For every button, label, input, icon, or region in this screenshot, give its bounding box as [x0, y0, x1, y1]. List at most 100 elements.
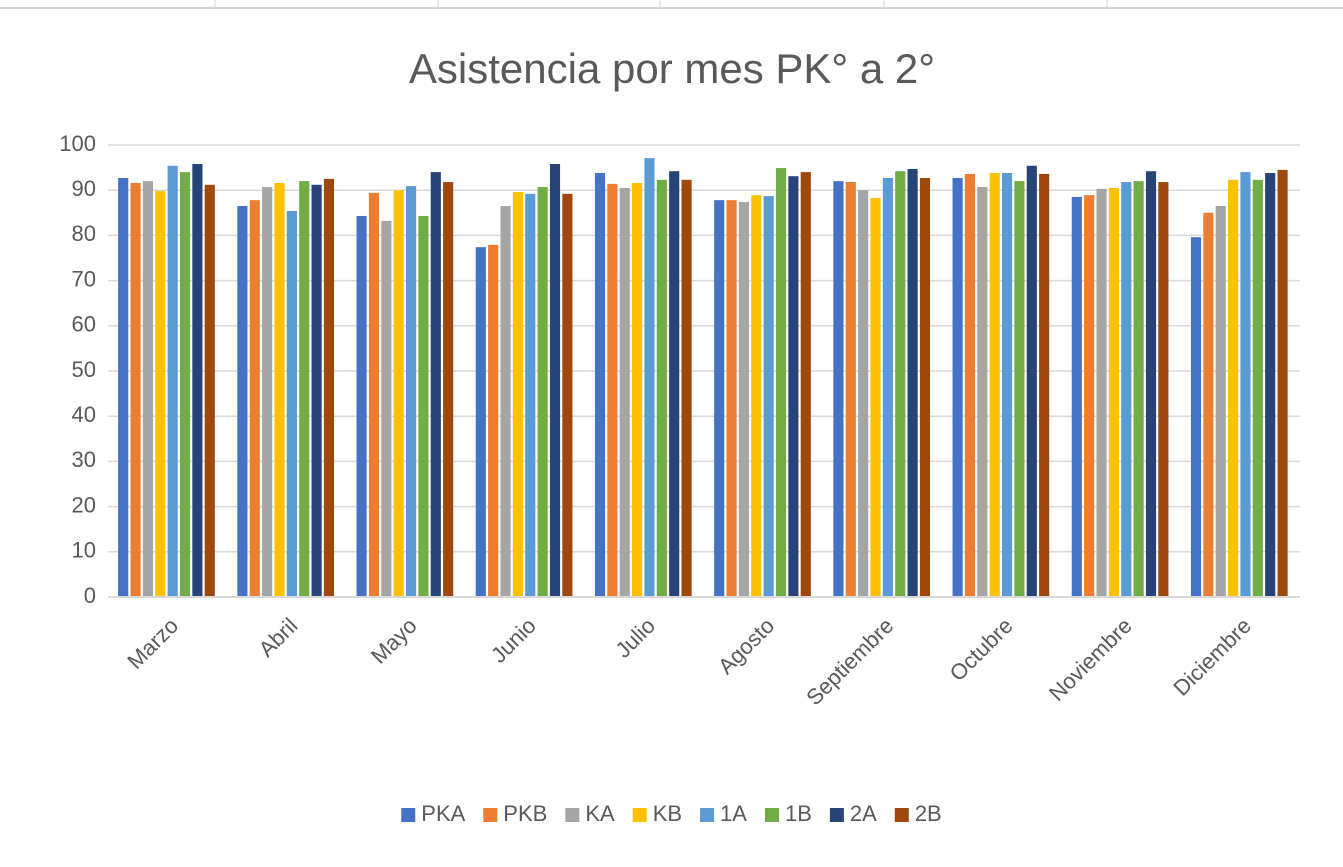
bar	[249, 200, 260, 598]
y-tick-label: 100	[59, 131, 96, 156]
bar	[681, 179, 692, 597]
bar	[644, 158, 655, 597]
bar	[845, 182, 856, 597]
bar	[1265, 173, 1276, 598]
bar	[870, 197, 881, 597]
bar	[989, 173, 1000, 598]
bar	[619, 187, 630, 597]
bar	[907, 168, 918, 597]
bar	[800, 172, 811, 597]
bar	[1071, 196, 1082, 598]
bar	[1121, 182, 1132, 597]
bar	[1014, 181, 1025, 597]
bar	[443, 182, 454, 597]
bar	[167, 165, 178, 598]
bar	[656, 179, 667, 597]
legend-swatch	[764, 808, 779, 822]
y-tick-label: 60	[72, 312, 96, 337]
bar	[155, 191, 166, 597]
y-tick-label: 80	[72, 221, 96, 246]
legend-label: KB	[653, 801, 682, 826]
legend-label: PKB	[503, 801, 547, 826]
bar	[1108, 187, 1119, 597]
bar	[179, 172, 191, 597]
bar	[488, 244, 499, 597]
bar	[763, 196, 774, 598]
bar	[607, 183, 618, 597]
bar	[286, 210, 297, 597]
legend-swatch	[894, 808, 909, 822]
bar	[1228, 179, 1239, 597]
bar	[1084, 195, 1095, 597]
bar	[1190, 237, 1202, 597]
bar	[356, 215, 367, 598]
legend-label: PKA	[421, 801, 465, 826]
bar	[1133, 181, 1144, 597]
bar	[393, 190, 404, 597]
bar	[237, 206, 248, 597]
bar	[525, 193, 536, 598]
bar	[475, 247, 486, 598]
bar	[977, 187, 988, 597]
bar	[512, 192, 523, 597]
y-tick-label: 40	[72, 402, 96, 427]
bar	[262, 187, 273, 597]
bar	[323, 178, 335, 597]
bar	[192, 163, 203, 597]
legend-swatch	[483, 808, 498, 822]
bar	[919, 177, 931, 597]
bar	[775, 168, 787, 597]
bar	[1240, 172, 1251, 597]
bar	[1203, 212, 1214, 598]
bar	[833, 181, 844, 597]
y-tick-label: 20	[72, 492, 96, 517]
bar	[726, 200, 737, 598]
legend-label: 2B	[915, 801, 942, 826]
bar	[418, 215, 429, 598]
legend-swatch	[829, 808, 844, 822]
chart-title: Asistencia por mes PK° a 2°	[409, 45, 935, 92]
bar	[430, 172, 441, 597]
bar	[632, 182, 643, 597]
bar	[311, 184, 322, 597]
bar	[406, 186, 417, 597]
bar	[1145, 171, 1157, 597]
bar	[964, 173, 976, 598]
y-tick-label: 10	[72, 538, 96, 563]
bar	[1039, 173, 1050, 598]
bar	[562, 193, 573, 598]
y-tick-label: 70	[72, 266, 96, 291]
bar	[669, 171, 680, 597]
bar	[130, 182, 141, 597]
y-tick-label: 0	[84, 583, 96, 608]
bar	[895, 171, 906, 597]
bar	[549, 163, 561, 597]
bar	[952, 177, 963, 597]
bar	[204, 184, 215, 597]
bar	[882, 177, 893, 597]
bar	[1277, 169, 1288, 598]
legend-label: 2A	[850, 801, 877, 826]
bar	[118, 177, 129, 597]
bar	[537, 187, 548, 597]
bar	[381, 220, 392, 597]
bar	[1002, 173, 1013, 598]
legend-label: KA	[585, 801, 615, 826]
sheet-cells	[214, 0, 1108, 8]
bar	[142, 181, 154, 597]
legend-swatch	[401, 808, 416, 822]
bar	[751, 195, 762, 597]
bar	[299, 181, 310, 597]
bar	[500, 206, 511, 597]
legend-swatch	[700, 808, 715, 822]
y-tick-label: 90	[72, 176, 96, 201]
legend-label: 1A	[720, 801, 747, 826]
bar	[788, 176, 799, 598]
bar	[1252, 179, 1263, 597]
legend-swatch	[565, 808, 580, 822]
legend-swatch	[632, 808, 647, 822]
bar	[1096, 188, 1107, 597]
legend-label: 1B	[785, 801, 812, 826]
bar	[368, 192, 380, 598]
